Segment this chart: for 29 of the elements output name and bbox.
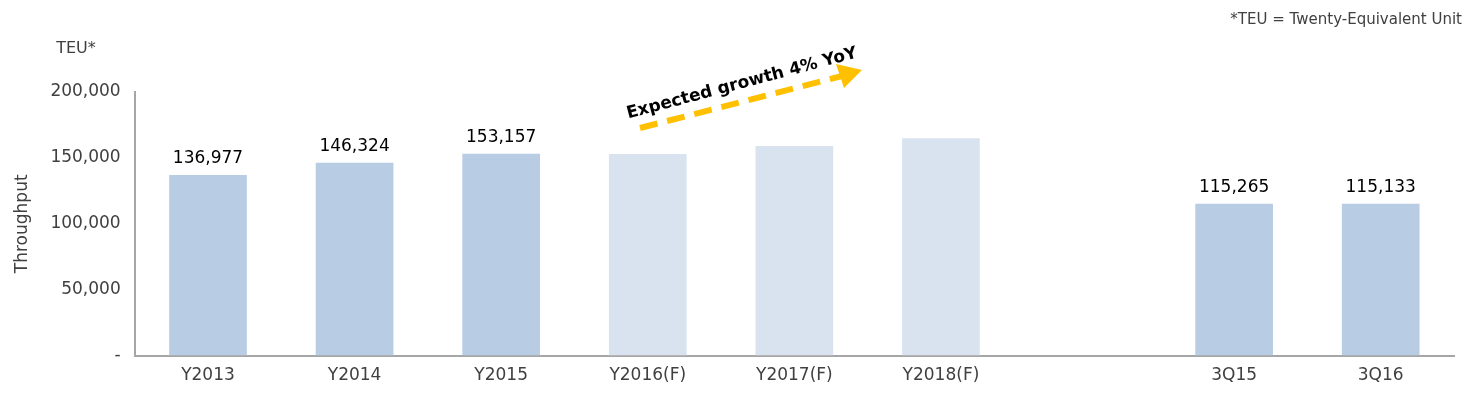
y-tick-label: 150,000: [50, 146, 121, 167]
bar: [169, 175, 247, 356]
text: TEU*: [55, 38, 96, 57]
bar: [608, 153, 687, 356]
text: *TEU = Twenty-Equivalent Unit: [1230, 10, 1463, 28]
y-tick-label: 200,000: [50, 80, 121, 101]
bar: [902, 138, 980, 356]
data-label: 115,133: [1345, 175, 1416, 196]
x-tick-label: Y2013: [180, 364, 235, 385]
x-tick-label: Y2015: [473, 364, 528, 385]
x-tick-label: Y2016(F): [608, 364, 687, 385]
bar: [1341, 203, 1420, 356]
bar: [315, 162, 394, 356]
x-tick-label: Y2014: [326, 364, 382, 385]
data-label: 153,157: [466, 125, 537, 146]
data-label: 115,265: [1198, 175, 1270, 196]
x-tick-label: Y2018(F): [901, 364, 980, 385]
y-tick-label: 50,000: [61, 278, 121, 299]
x-tick-label: Y2017(F): [755, 364, 833, 385]
data-label: 146,324: [319, 134, 390, 155]
bar: [462, 153, 541, 356]
y-tick-label: -: [114, 344, 121, 365]
x-tick-label: 3Q16: [1357, 364, 1404, 385]
y-axis-title: Throughput: [10, 174, 31, 275]
bar: [1195, 203, 1273, 356]
bar: [755, 146, 834, 356]
data-label: 136,977: [172, 146, 244, 167]
x-tick-label: 3Q15: [1211, 364, 1258, 385]
y-tick-label: 100,000: [50, 212, 121, 233]
